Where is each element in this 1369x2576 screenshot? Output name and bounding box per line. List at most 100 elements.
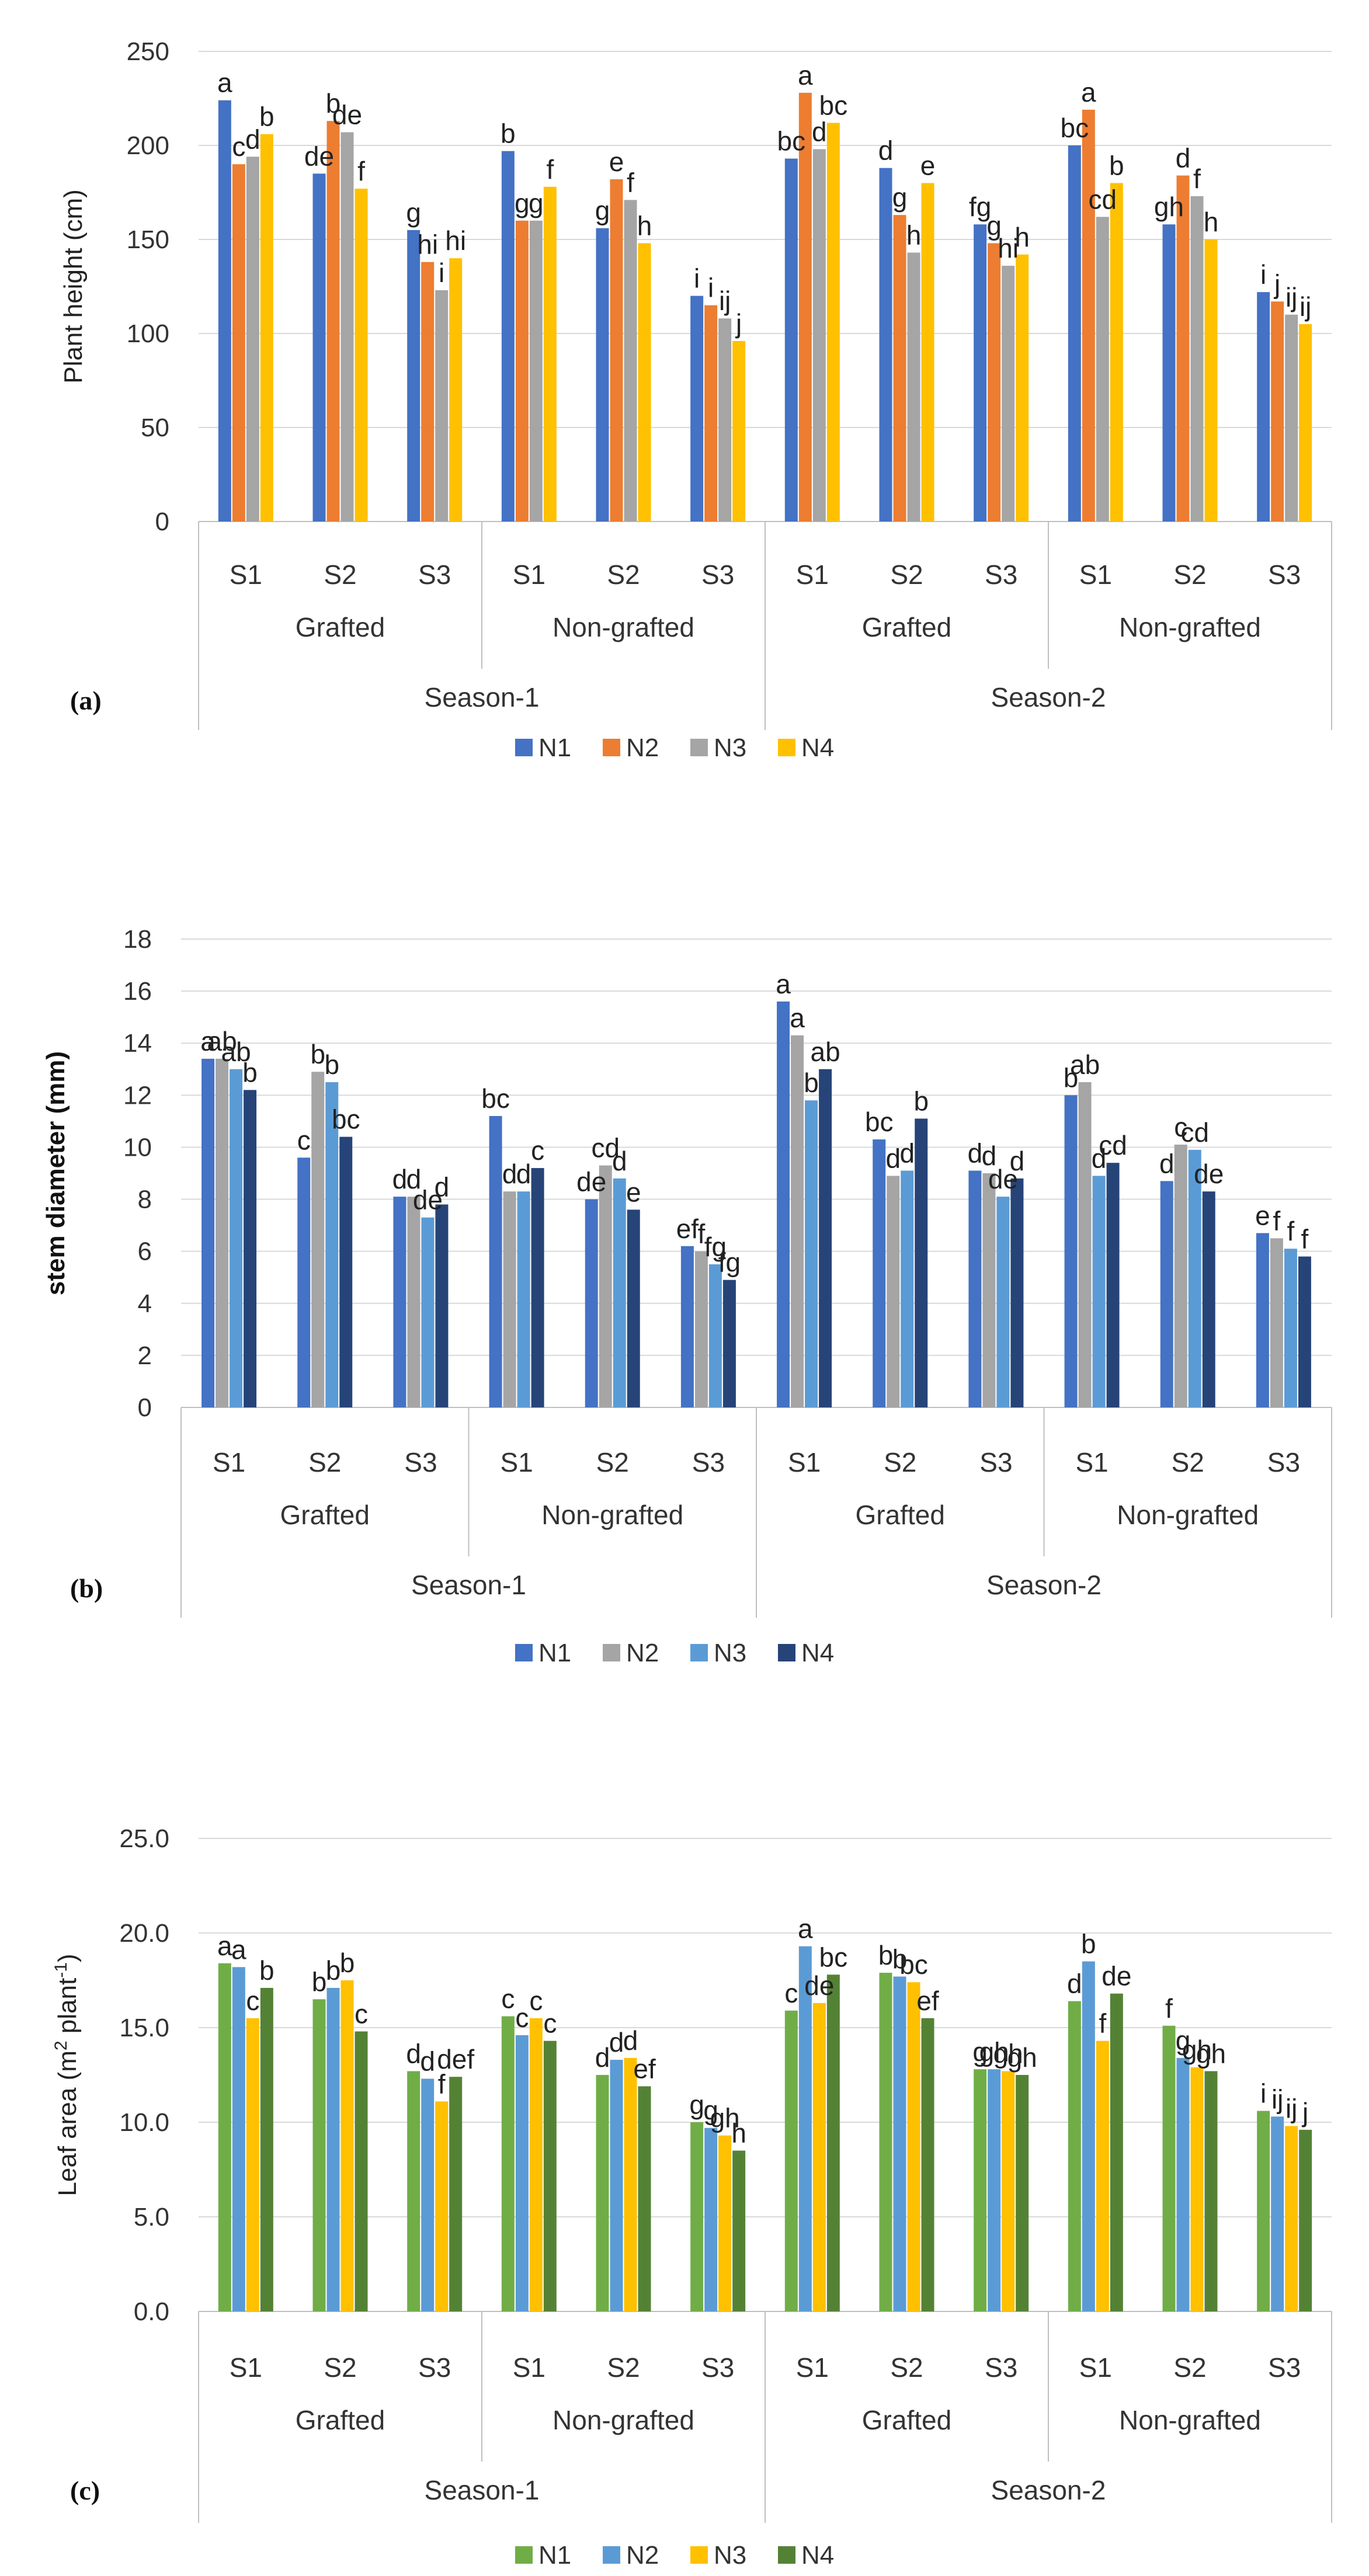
bar-n4-10	[1204, 239, 1218, 522]
legend-label: N3	[714, 1639, 746, 1667]
x-category-label: S2	[596, 1447, 629, 1478]
x-category-label: S2	[1173, 2352, 1206, 2383]
x-category-label: S1	[796, 2352, 829, 2383]
bar-n2-8	[988, 2069, 1001, 2311]
legend-swatch-n2	[603, 739, 620, 756]
x-category-label: S3	[701, 559, 734, 590]
significance-letter: de	[576, 1167, 606, 1197]
x-category-label: S3	[1267, 1447, 1300, 1478]
bar-n4-10	[1202, 1191, 1215, 1407]
x-category-label: S1	[1075, 1447, 1108, 1478]
significance-letter: d	[623, 2025, 638, 2056]
significance-letter: gh	[993, 2039, 1023, 2069]
significance-letter: gh	[1196, 2039, 1226, 2069]
grafting-label: Non-grafted	[553, 2405, 694, 2435]
significance-letter: gh	[710, 2103, 740, 2133]
bar-n4-11	[1298, 1256, 1311, 1407]
significance-letter: bc	[481, 1083, 510, 1114]
season-label: Season-2	[986, 1570, 1102, 1600]
bar-n3-11	[1285, 314, 1298, 522]
x-category-label: S2	[607, 2352, 640, 2383]
legend-label: N2	[626, 2541, 659, 2570]
significance-letter: b	[259, 1955, 275, 1986]
legend-label: N3	[714, 733, 746, 762]
bar-n1-9	[1068, 2001, 1081, 2311]
significance-letter: c	[543, 2008, 557, 2039]
bar-n2-0	[216, 1058, 229, 1407]
significance-letter: hi	[998, 233, 1019, 263]
bar-n1-10	[1162, 2025, 1176, 2311]
significance-letter: bc	[332, 1104, 360, 1135]
bar-n3-2	[435, 2101, 449, 2311]
grafting-label: Non-grafted	[1119, 612, 1261, 642]
y-tick-label: 15.0	[119, 2014, 169, 2042]
bar-n3-0	[246, 2018, 259, 2311]
bar-n3-3	[529, 220, 543, 522]
bars	[201, 1001, 1311, 1407]
bar-n2-5	[704, 305, 718, 522]
y-tick-label: 200	[127, 131, 169, 160]
significance-letter: b	[324, 1049, 339, 1080]
bar-n2-9	[1082, 109, 1095, 522]
bar-n4-2	[449, 258, 463, 522]
bar-n3-1	[340, 132, 354, 522]
axis-dividers	[198, 522, 1332, 730]
significance-letter: d	[516, 1159, 531, 1189]
significance-letter: de	[304, 141, 334, 171]
significance-letter: g	[689, 2090, 704, 2120]
grafting-label: Grafted	[280, 1500, 370, 1530]
significance-letter: a	[1081, 77, 1096, 107]
bar-n2-6	[798, 1946, 812, 2311]
bar-n2-0	[232, 164, 245, 522]
significance-letter: cd	[1180, 1117, 1209, 1148]
significance-letter: g	[986, 210, 1002, 241]
significance-letter: gh	[1182, 2035, 1212, 2065]
grafting-label: Non-grafted	[1119, 2405, 1261, 2435]
season-label: Season-1	[425, 682, 540, 712]
bar-n1-3	[501, 2016, 515, 2311]
bar-n2-2	[421, 262, 435, 522]
bar-n1-5	[680, 1246, 694, 1407]
significance-letter: c	[515, 2003, 529, 2033]
y-tick-label: 6	[138, 1237, 152, 1266]
legend-label: N4	[801, 2541, 834, 2570]
bar-n1-8	[968, 1170, 982, 1407]
x-category-label: S1	[500, 1447, 533, 1478]
season-label: Season-1	[425, 2475, 540, 2505]
significance-letter: b	[326, 88, 341, 119]
significance-letter: c	[784, 1978, 798, 2008]
bar-n1-0	[218, 100, 231, 522]
bar-n1-8	[974, 224, 987, 522]
axis-dividers	[180, 1407, 1332, 1618]
bar-n4-1	[355, 2031, 368, 2311]
bar-n3-10	[1188, 1149, 1201, 1407]
bar-n1-1	[297, 1157, 311, 1407]
significance-letter: d	[612, 1146, 627, 1176]
significance-letter: a	[790, 1003, 805, 1033]
significance-letter: bc	[865, 1107, 894, 1137]
significance-letter: b	[804, 1068, 819, 1098]
significance-letter: e	[609, 147, 624, 177]
y-axis-title: Plant height (cm)	[59, 189, 88, 384]
bar-n2-4	[610, 2060, 623, 2311]
significance-letter: d	[1092, 1143, 1107, 1173]
bar-n3-10	[1190, 2067, 1204, 2311]
legend-swatch-n1	[515, 1644, 533, 1661]
bar-n4-6	[819, 1069, 832, 1407]
bar-n1-8	[974, 2069, 987, 2311]
significance-letter: g	[703, 2095, 718, 2126]
bar-n4-4	[638, 2086, 651, 2311]
significance-letter: f	[1273, 1205, 1281, 1236]
y-axis-title: Leaf area (m2 plant-1)	[51, 1953, 82, 2196]
bar-n2-3	[515, 220, 529, 522]
bar-n1-2	[407, 2071, 421, 2311]
significance-letter: d	[245, 124, 260, 154]
y-tick-label: 8	[138, 1186, 152, 1214]
bar-n1-4	[596, 2075, 609, 2311]
significance-letter: a	[217, 68, 232, 98]
legend-label: N2	[626, 1639, 659, 1667]
bar-n1-6	[784, 158, 798, 522]
significance-letter: fg	[704, 1232, 727, 1262]
x-category-label: S1	[513, 2352, 545, 2383]
x-category-label: S3	[1268, 2352, 1301, 2383]
